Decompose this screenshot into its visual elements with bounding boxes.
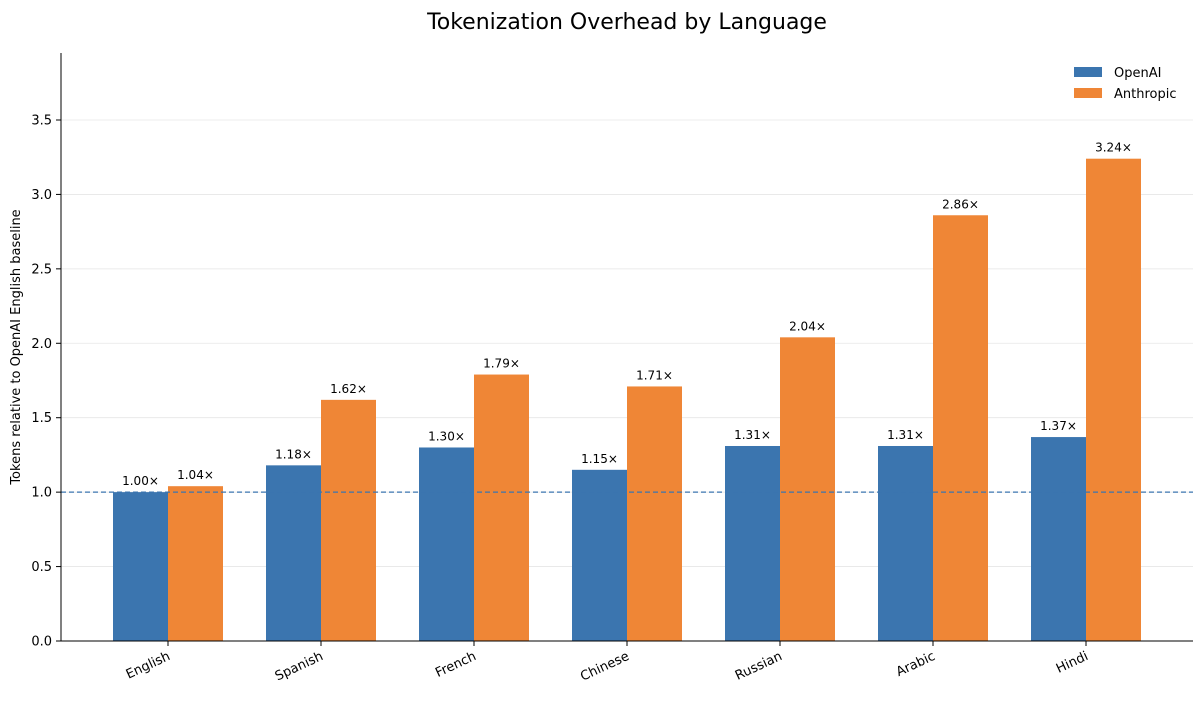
x-tick-label-chinese: Chinese — [578, 649, 631, 685]
legend-label-anthropic: Anthropic — [1114, 87, 1177, 102]
bar-openai-spanish — [266, 465, 321, 641]
y-tick-label: 1.0 — [31, 486, 52, 501]
x-tick-label-french: French — [433, 649, 479, 681]
y-tick-label: 1.5 — [31, 411, 52, 426]
bar-value-label: 2.86× — [942, 197, 979, 211]
bar-anthropic-russian — [780, 337, 835, 641]
bar-value-label: 1.15× — [581, 452, 618, 466]
bar-value-label: 1.37× — [1040, 419, 1077, 433]
bar-anthropic-spanish — [321, 399, 376, 641]
legend: OpenAI Anthropic — [1074, 66, 1177, 102]
bar-value-label: 1.30× — [428, 429, 465, 443]
y-tick-label: 2.5 — [31, 262, 52, 277]
bar-labels: 1.00× 1.18× 1.30× 1.15× 1.31× 1.31× 1.37× 1.04×… — [122, 141, 1132, 488]
bar-value-label: 1.79× — [483, 357, 520, 371]
x-tick-label-arabic: Arabic — [894, 649, 938, 680]
bar-anthropic-english — [168, 486, 223, 641]
bar-value-label: 1.62× — [330, 382, 367, 396]
x-tick-label-spanish: Spanish — [273, 649, 326, 684]
bar-openai-hindi — [1031, 437, 1086, 641]
bar-anthropic-french — [474, 374, 529, 641]
bar-value-label: 1.00× — [122, 474, 159, 488]
bar-value-label: 1.18× — [275, 447, 312, 461]
y-tick-label: 3.0 — [31, 188, 52, 203]
bar-value-label: 3.24× — [1095, 141, 1132, 155]
x-tick-label-hindi: Hindi — [1054, 649, 1091, 677]
legend-swatch-anthropic — [1074, 88, 1102, 98]
bar-openai-english — [113, 492, 168, 641]
chart-title: Tokenization Overhead by Language — [426, 10, 827, 35]
bar-openai-arabic — [878, 445, 933, 641]
bar-anthropic-arabic — [933, 215, 988, 641]
y-tick-label: 3.5 — [31, 113, 52, 128]
bar-openai-russian — [725, 445, 780, 641]
bar-anthropic-chinese — [627, 386, 682, 641]
bar-anthropic-hindi — [1086, 158, 1141, 641]
x-tick-label-english: English — [124, 649, 173, 682]
bar-value-label: 2.04× — [789, 319, 826, 333]
y-axis-title: Tokens relative to OpenAI English baseli… — [9, 209, 24, 485]
y-tick-label: 2.0 — [31, 337, 52, 352]
bar-value-label: 1.31× — [887, 428, 924, 442]
x-tick-label-russian: Russian — [733, 649, 785, 684]
legend-label-openai: OpenAI — [1114, 66, 1161, 81]
y-tick-label: 0.5 — [31, 560, 52, 575]
bar-value-label: 1.04× — [177, 468, 214, 482]
bar-value-label: 1.31× — [734, 428, 771, 442]
legend-swatch-openai — [1074, 67, 1102, 77]
y-tick-label: 0.0 — [31, 635, 52, 650]
bars — [113, 158, 1141, 641]
bar-openai-chinese — [572, 469, 627, 641]
bar-openai-french — [419, 447, 474, 641]
bar-value-label: 1.71× — [636, 368, 673, 382]
